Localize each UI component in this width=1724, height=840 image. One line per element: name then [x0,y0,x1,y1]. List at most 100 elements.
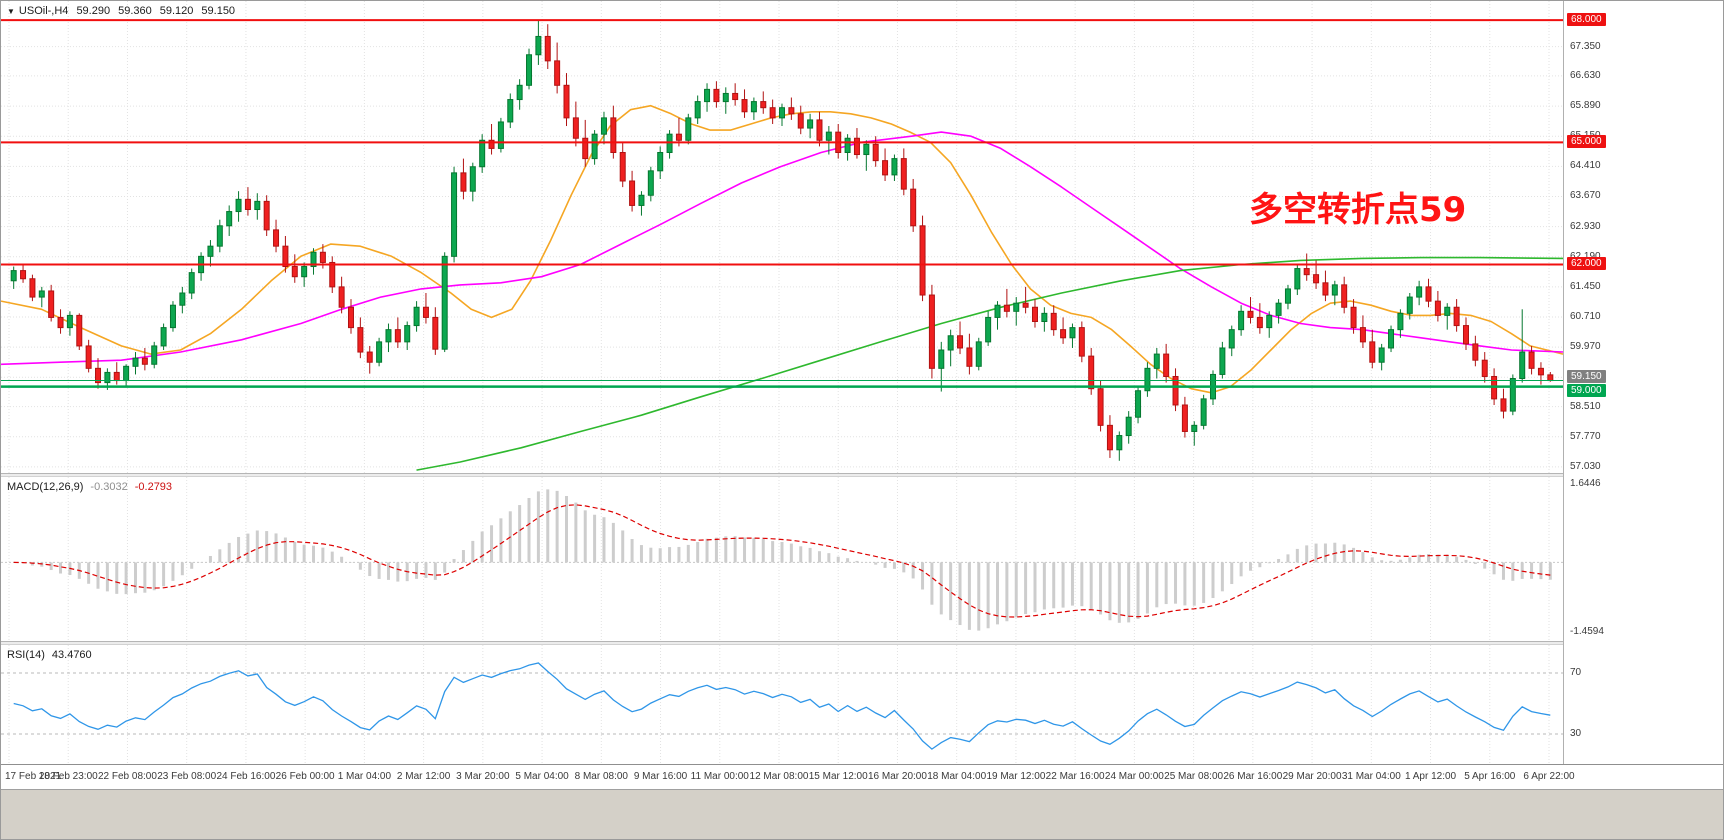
candle-body [750,101,757,113]
candle-body [638,194,645,206]
price-axis-label: 60.710 [1570,311,1601,323]
candle-body [788,107,795,115]
candle-body [366,351,373,363]
price-axis-label: 62.190 [1570,250,1601,262]
candle-body [179,292,186,306]
candle-body [357,327,364,353]
candle-body [769,107,776,119]
price-axis-label: 65.890 [1570,100,1601,112]
candle-body [985,316,992,343]
window-bottom-strip [1,789,1723,839]
panel-splitter[interactable] [1,473,1723,477]
rsi-level-label: 30 [1570,728,1582,739]
macd-label: MACD(12,26,9) [7,481,84,493]
candle-body [394,329,401,343]
price-axis[interactable]: 67.35066.63065.89065.15064.41063.67062.9… [1563,1,1723,764]
macd-value-main: -0.3032 [90,481,128,493]
price-axis-label: 57.770 [1570,430,1601,442]
candle-body [1228,329,1235,349]
candle-body [1266,314,1273,329]
candle-body [1378,347,1385,363]
candle-body [1200,398,1207,426]
time-axis[interactable]: 17 Feb 2021 18 Feb 23:00 22 Feb 08:00 23 Fe… [1,764,1723,789]
candle-body [1472,343,1479,361]
candle-body [207,245,214,257]
candle-body [1013,302,1020,312]
candle-body [619,151,626,182]
candle-body [675,133,682,141]
candle-body [957,335,964,349]
macd-canvas[interactable] [1,477,1563,641]
candle-body [816,119,823,141]
candle-body [1322,282,1329,296]
candle-body [722,92,729,103]
candle-body [216,225,223,247]
time-axis-label: 26 Mar 16:00 [1223,771,1283,782]
candle-body [797,113,804,129]
candle-body [263,200,270,231]
candle-body [591,133,598,160]
candle-body [460,172,467,192]
time-axis-label: 29 Mar 20:00 [1282,771,1342,782]
symbol-dropdown-icon[interactable]: ▼ [7,7,15,16]
price-badge: 65.000 [1567,135,1606,149]
candle-body [1284,288,1291,304]
candle-body [882,160,889,176]
candle-body [29,278,36,298]
candle-body [1350,306,1357,329]
candle-body [301,266,308,278]
panel-splitter[interactable] [1,641,1723,645]
rsi-canvas[interactable] [1,645,1563,764]
candle-body [1163,353,1170,377]
price-badge: 59.000 [1567,383,1606,397]
candle-body [741,99,748,113]
candle-body [657,151,664,172]
candle-body [1088,355,1095,390]
candle-body [141,357,148,365]
ma-line-mid-magenta [1,131,1563,366]
rsi-indicator-header: RSI(14) 43.4760 [7,649,92,661]
time-axis-label: 18 Feb 23:00 [38,771,98,782]
candle-body [1294,268,1301,290]
candle-body [647,170,654,196]
time-axis-label: 26 Feb 00:00 [275,771,335,782]
candle-body [273,229,280,247]
candle-body [1331,284,1338,296]
candle-body [863,143,870,156]
candle-body [1256,316,1263,329]
candle-body [994,304,1001,318]
price-chart-canvas[interactable] [1,1,1563,473]
candle-body [1097,388,1104,426]
candle-body [376,341,383,363]
candle-body [85,345,92,369]
price-axis-label: 64.410 [1570,160,1601,172]
candle-body [226,211,233,227]
time-axis-label: 23 Feb 08:00 [157,771,217,782]
candle-body [432,316,439,350]
candle-body [1341,284,1348,308]
time-axis-label: 5 Apr 16:00 [1464,771,1516,782]
candle-body [338,286,345,308]
candle-body [853,137,860,156]
candle-body [479,139,486,168]
candle-body [947,335,954,351]
time-axis-label: 5 Mar 04:00 [515,771,569,782]
rsi-indicator-panel [1,645,1563,764]
candle-body [329,261,336,288]
candle-body [807,119,814,129]
candle-body [1388,329,1395,349]
candle-body [76,314,83,347]
candle-body [57,316,64,329]
rsi-level-label: 70 [1570,667,1582,678]
candle-body [1453,306,1460,327]
candle-body [1369,341,1376,363]
candle-body [1181,404,1188,432]
time-axis-label: 8 Mar 08:00 [574,771,628,782]
candle-body [1135,390,1142,418]
candle-body [1153,353,1160,369]
time-axis-label: 18 Mar 04:00 [927,771,987,782]
symbol-label: USOil-,H4 [18,5,69,17]
candle-body [488,139,495,149]
candle-body [526,54,533,86]
time-axis-label: 1 Mar 04:00 [337,771,392,782]
